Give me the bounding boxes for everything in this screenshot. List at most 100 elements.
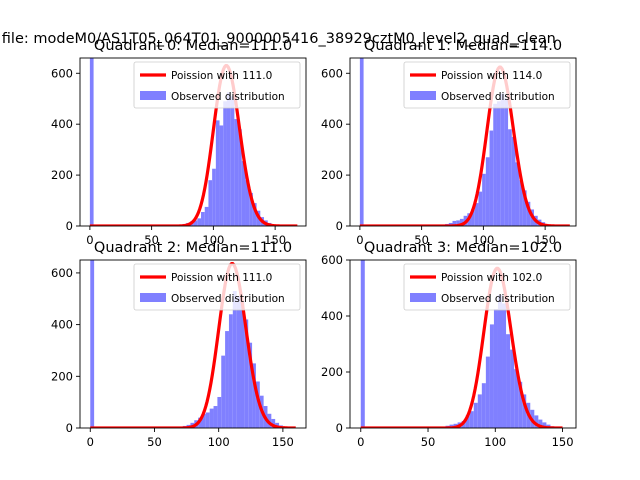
axes-frame	[79, 57, 307, 227]
hist-bar	[238, 129, 242, 226]
legend: Poission with 111.0 Observed distribution	[133, 263, 301, 311]
x-tick-label: 50	[144, 233, 159, 247]
legend-hist-swatch	[410, 293, 436, 302]
poisson-curve	[89, 262, 297, 428]
hist-bar	[209, 408, 214, 428]
hist-bar	[248, 342, 253, 428]
legend-label: Poission with 114.0	[441, 70, 542, 82]
legend: Poission with 102.0 Observed distribution	[403, 263, 571, 311]
y-tick-label: 200	[321, 168, 343, 182]
hist-bar	[226, 92, 231, 226]
hist-bar	[489, 324, 494, 428]
hist-bar	[205, 412, 210, 428]
hist-bar	[234, 119, 239, 226]
legend-frame	[403, 61, 571, 109]
hist-bar	[232, 291, 237, 428]
hist-bar	[241, 161, 246, 226]
hist-bar	[508, 129, 512, 226]
hist-bar	[511, 136, 516, 226]
hist-bar	[506, 334, 511, 428]
hist-bar	[482, 173, 486, 226]
legend-label: Observed distribution	[441, 293, 555, 305]
hist-bar	[522, 394, 527, 428]
hist-bar	[456, 220, 460, 226]
x-tick-label: 0	[87, 435, 94, 449]
legend-frame	[133, 61, 301, 109]
hist-bar	[522, 190, 527, 226]
hist-bar	[485, 356, 490, 428]
hist-bar	[252, 203, 257, 226]
y-tick-label: 600	[51, 266, 73, 280]
hist-bar	[534, 415, 539, 428]
legend-hist-swatch	[140, 293, 166, 302]
hist-bar	[240, 301, 245, 428]
hist-bar	[459, 218, 464, 226]
x-tick-label: 150	[264, 233, 286, 247]
hist-bar	[504, 98, 509, 226]
hist-bar	[500, 93, 505, 226]
y-tick-label: 200	[51, 168, 73, 182]
y-tick-label: 0	[66, 219, 73, 233]
x-tick-label: 150	[534, 233, 556, 247]
hist-bar	[515, 162, 520, 226]
hist-bar	[489, 130, 494, 226]
legend-label: Poission with 111.0	[171, 70, 272, 82]
legend-frame	[133, 263, 301, 311]
y-tick-label: 400	[321, 117, 343, 131]
hist-bar	[219, 125, 224, 226]
hist-bar	[526, 201, 531, 226]
y-tick-label: 200	[51, 369, 73, 383]
legend-label: Observed distribution	[441, 91, 555, 103]
hist-bar	[215, 120, 220, 226]
axes-title: Quadrant 3: Median=102.0	[364, 240, 562, 256]
figure-suptitle: n file: modeM0/AS1T05_064T01_9000005416_…	[0, 31, 640, 51]
plot-area	[89, 58, 298, 226]
hist-bar	[197, 218, 202, 226]
x-tick-label: 50	[147, 435, 162, 449]
hist-bar	[208, 180, 213, 226]
hist-bar	[217, 396, 222, 428]
hist-bar	[228, 314, 233, 428]
hist-bar	[90, 260, 95, 428]
hist-bar	[473, 402, 478, 428]
hist-bar	[502, 303, 507, 428]
poisson-curve	[360, 266, 563, 428]
hist-bar	[271, 418, 276, 428]
hist-bar	[538, 419, 543, 428]
y-tick-label: 0	[336, 421, 343, 435]
hist-bar	[510, 349, 515, 428]
hist-bar	[518, 381, 523, 428]
hist-bar	[89, 58, 94, 226]
hist-bar	[249, 192, 253, 226]
hist-bar	[236, 296, 241, 428]
plot-area	[360, 260, 563, 428]
hist-bar	[542, 422, 547, 428]
hist-bar	[514, 369, 519, 428]
y-tick-label: 200	[321, 365, 343, 379]
legend-label: Observed distribution	[171, 293, 285, 305]
hist-bar	[493, 103, 497, 226]
y-tick-label: 600	[321, 66, 343, 80]
x-tick-label: 150	[552, 435, 574, 449]
legend-hist-swatch	[410, 91, 436, 100]
hist-bar	[225, 331, 229, 428]
axes-title: Quadrant 0: Median=111.0	[94, 38, 292, 54]
legend-label: Poission with 111.0	[171, 272, 272, 284]
y-tick-label: 400	[51, 318, 73, 332]
hist-bar	[245, 180, 250, 226]
y-tick-label: 0	[66, 421, 73, 435]
hist-bar	[201, 212, 205, 226]
x-tick-label: 0	[356, 233, 363, 247]
legend-label: Poission with 102.0	[441, 272, 542, 284]
hist-bar	[519, 180, 523, 226]
x-tick-label: 100	[208, 435, 230, 449]
legend: Poission with 114.0 Observed distribution	[403, 61, 571, 109]
x-tick-label: 50	[421, 435, 436, 449]
quadrant-1-chart: 0 50 100 150 0 200 400 600 Quadrant 1: Median=11…	[321, 38, 577, 247]
x-tick-label: 0	[86, 233, 93, 247]
axes-title: Quadrant 2: Median=111.0	[94, 240, 292, 256]
hist-bar	[244, 319, 249, 428]
y-tick-label: 600	[51, 66, 73, 80]
axes-frame	[349, 57, 577, 227]
